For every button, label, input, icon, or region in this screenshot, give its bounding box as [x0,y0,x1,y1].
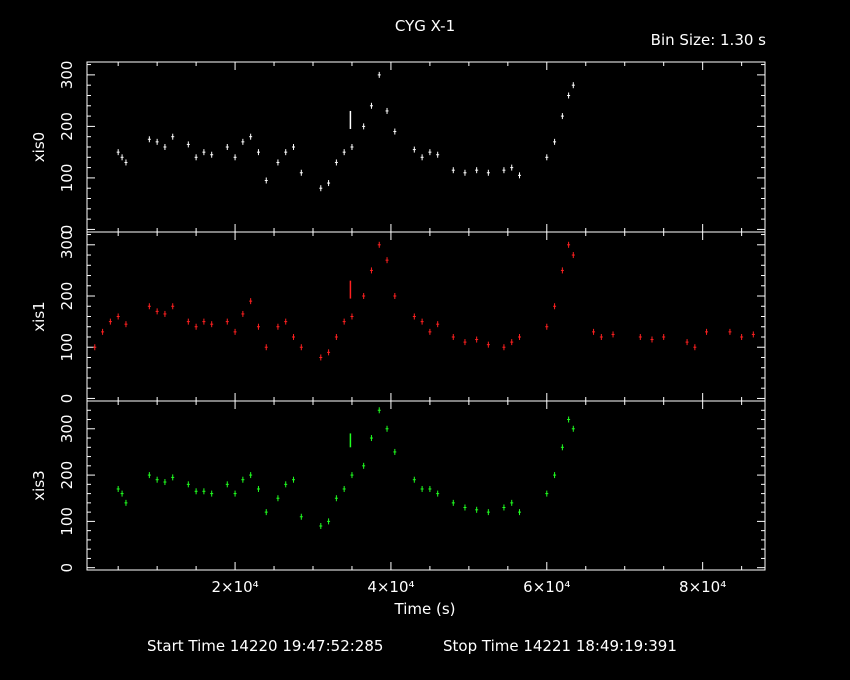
panel-frame-xis1 [86,231,766,402]
y-tick-label: 300 [58,230,76,259]
panel-frame-xis3 [86,400,766,571]
x-tick-label: 6×10⁴ [523,578,570,596]
y-axis-label-xis0: xis0 [30,132,48,162]
y-axis-label-xis1: xis1 [30,301,48,331]
x-tick-label: 8×10⁴ [679,578,726,596]
y-tick-label: 0 [58,394,76,404]
y-tick-label: 100 [58,333,76,362]
x-tick-label: 2×10⁴ [211,578,258,596]
y-tick-label: 200 [58,461,76,490]
y-tick-label: 100 [58,164,76,193]
y-tick-label: 0 [58,563,76,573]
x-tick-label: 4×10⁴ [367,578,414,596]
start-time-label: Start Time 14220 19:47:52:285 [147,637,384,655]
y-axis-label-xis3: xis3 [30,470,48,500]
y-tick-label: 0 [58,225,76,235]
bin-size-label: Bin Size: 1.30 s [650,31,766,49]
y-tick-label: 100 [58,507,76,536]
y-tick-label: 300 [58,61,76,90]
y-tick-label: 300 [58,414,76,443]
y-tick-label: 200 [58,112,76,141]
y-tick-label: 200 [58,282,76,311]
stop-time-label: Stop Time 14221 18:49:19:391 [443,637,677,655]
chart-title: CYG X-1 [394,17,456,35]
x-axis-label: Time (s) [394,600,456,618]
